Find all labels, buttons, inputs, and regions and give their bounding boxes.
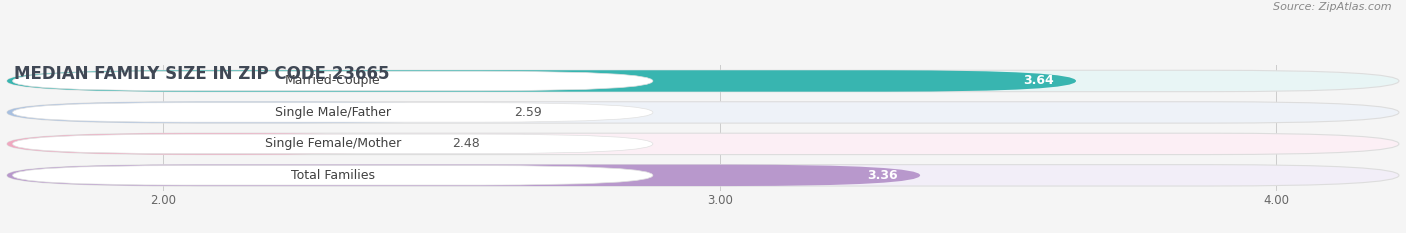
FancyBboxPatch shape [7, 102, 492, 123]
FancyBboxPatch shape [13, 134, 652, 154]
Text: 3.36: 3.36 [868, 169, 898, 182]
Text: 2.48: 2.48 [453, 137, 481, 150]
Text: Source: ZipAtlas.com: Source: ZipAtlas.com [1274, 2, 1392, 12]
FancyBboxPatch shape [7, 102, 1399, 123]
Text: Single Female/Mother: Single Female/Mother [264, 137, 401, 150]
Text: Married-Couple: Married-Couple [285, 75, 381, 87]
Text: 2.59: 2.59 [513, 106, 541, 119]
FancyBboxPatch shape [7, 165, 920, 186]
FancyBboxPatch shape [7, 70, 1399, 92]
FancyBboxPatch shape [7, 70, 1076, 92]
FancyBboxPatch shape [7, 133, 1399, 154]
FancyBboxPatch shape [7, 165, 1399, 186]
FancyBboxPatch shape [13, 71, 652, 91]
Text: Single Male/Father: Single Male/Father [274, 106, 391, 119]
FancyBboxPatch shape [7, 133, 430, 154]
Text: Total Families: Total Families [291, 169, 375, 182]
Text: MEDIAN FAMILY SIZE IN ZIP CODE 23665: MEDIAN FAMILY SIZE IN ZIP CODE 23665 [14, 65, 389, 83]
Text: 3.64: 3.64 [1024, 75, 1053, 87]
FancyBboxPatch shape [13, 103, 652, 122]
FancyBboxPatch shape [13, 166, 652, 185]
